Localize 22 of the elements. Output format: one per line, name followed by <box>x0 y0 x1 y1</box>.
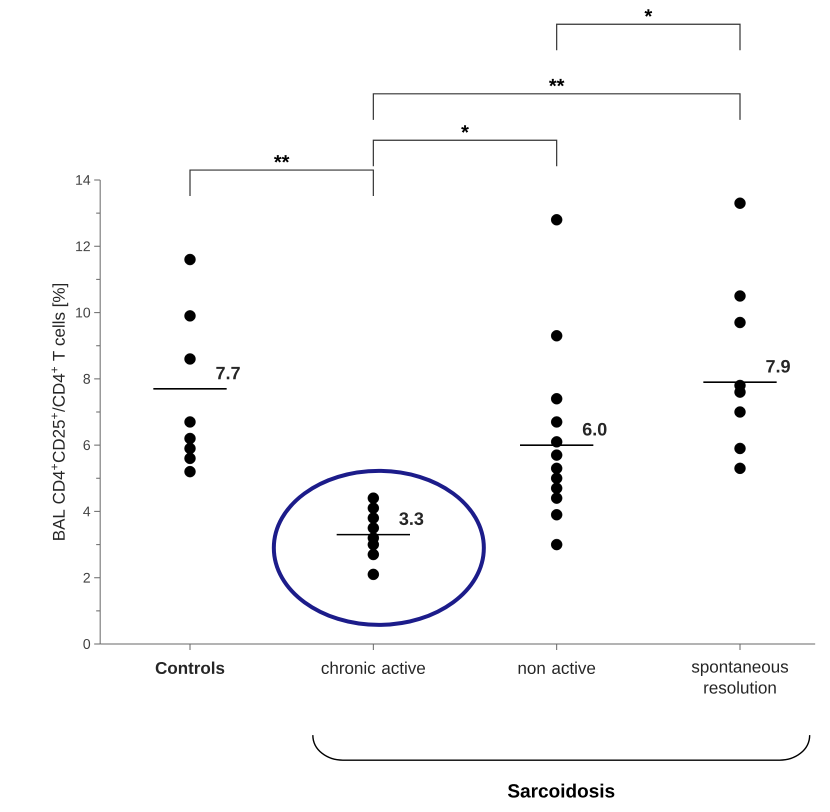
text: * <box>644 9 652 17</box>
x-tick-label: non active <box>518 662 596 674</box>
x-tick-label: spontaneous resolution <box>692 662 788 694</box>
annotation: 7.9 <box>766 360 790 373</box>
x-tick-label: chronic active <box>322 662 426 674</box>
text: ** <box>274 155 290 163</box>
annotation: 3.3 <box>399 512 424 526</box>
y-tick-label: 10 <box>76 308 90 318</box>
y-tick-label: 8 <box>83 374 90 384</box>
text: * <box>461 125 469 133</box>
y-tick-label: 0 <box>83 639 90 649</box>
y-tick-label: 4 <box>83 506 90 516</box>
x-tick-label: Controls <box>156 662 224 674</box>
y-axis-title: BAL CD4$^{+}$CD25$^{+}$/CD4$^{+}$ T cells [%] <box>52 284 68 540</box>
text: Sarcoidosis <box>508 784 614 798</box>
annotation: 7.7 <box>216 366 240 380</box>
y-tick-label: 14 <box>76 175 90 185</box>
y-tick-label: 2 <box>84 572 90 583</box>
text: ** <box>548 78 564 86</box>
annotation: 6.0 <box>582 422 606 436</box>
y-tick-label: 6 <box>84 440 90 450</box>
y-tick-label: 12 <box>76 241 90 252</box>
